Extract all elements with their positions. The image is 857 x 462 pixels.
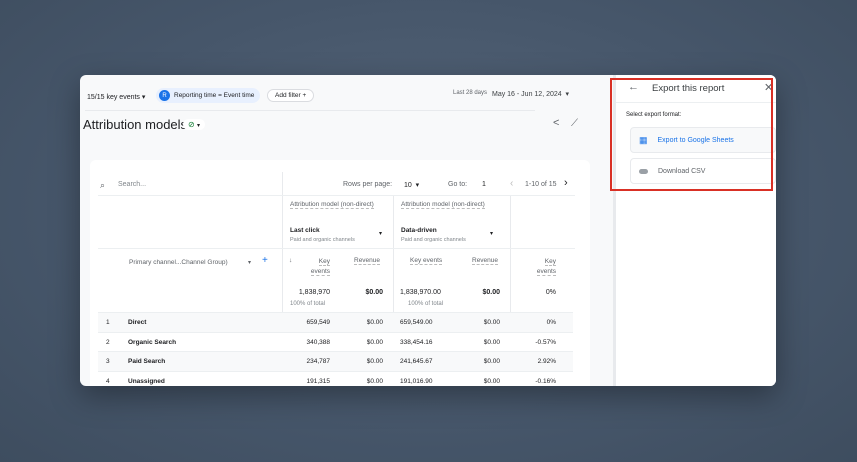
csv-icon bbox=[639, 168, 648, 174]
cell-n: 1 bbox=[106, 319, 110, 326]
data-table: ⌕ Search... Rows per page: 10 ▾ Go to: 1… bbox=[90, 160, 590, 386]
cell-n: 4 bbox=[106, 377, 110, 385]
col-key-events-1[interactable]: Key events bbox=[310, 258, 330, 276]
cell-k1: 659,549 bbox=[306, 319, 331, 326]
dimension-selector[interactable]: Primary channel...Channel Group) bbox=[129, 259, 228, 266]
status-dropdown[interactable]: ⊘ ▾ bbox=[183, 119, 205, 130]
group2-model-dropdown[interactable]: ▾ bbox=[490, 231, 494, 237]
export-google-sheets-button[interactable]: ▦ Export to Google Sheets bbox=[630, 127, 776, 153]
search-input[interactable]: Search... bbox=[118, 181, 147, 188]
total-pct-1: 100% of total bbox=[290, 301, 326, 307]
cell-r1: $0.00 bbox=[366, 377, 383, 385]
cell-k1: 340,388 bbox=[306, 338, 331, 346]
csv-label: Download CSV bbox=[658, 167, 706, 175]
reporting-badge: R bbox=[159, 90, 170, 101]
export-panel: ← Export this report ✕ Select export for… bbox=[613, 75, 776, 386]
sheets-icon: ▦ bbox=[639, 134, 648, 145]
total-k2: 1,838,970.00 bbox=[400, 289, 441, 296]
page-range: 1-10 of 15 bbox=[525, 181, 557, 188]
cell-k2: 241,645.67 bbox=[400, 358, 433, 365]
prev-page-icon[interactable]: ‹ bbox=[510, 178, 514, 189]
group1-model-dropdown[interactable]: ▾ bbox=[379, 231, 383, 237]
cell-name: Unassigned bbox=[128, 377, 165, 385]
date-label: Last 28 days bbox=[453, 90, 488, 96]
total-r1: $0.00 bbox=[365, 289, 383, 296]
total-pct: 0% bbox=[545, 289, 556, 296]
table-row[interactable]: 2 Organic Search 340,388 $0.00 338,454.16 $0.… bbox=[98, 331, 573, 351]
group1-title: Attribution model (non-direct) bbox=[290, 201, 374, 209]
group1-model: Last click bbox=[290, 227, 320, 234]
next-page-icon[interactable]: › bbox=[564, 177, 568, 189]
rows-per-page-label: Rows per page: bbox=[343, 181, 393, 188]
close-icon[interactable]: ✕ bbox=[764, 82, 774, 94]
table-row[interactable]: 4 Unassigned 191,315 $0.00 191,016.90 $0.00 -0… bbox=[98, 370, 573, 386]
cell-pct: 2.92% bbox=[537, 358, 556, 365]
cell-name: Organic Search bbox=[128, 338, 177, 346]
back-arrow-icon[interactable]: ← bbox=[628, 81, 639, 93]
cell-k1: 234,787 bbox=[306, 358, 331, 365]
group2-title: Attribution model (non-direct) bbox=[401, 201, 485, 209]
key-events-label: 15/15 key events bbox=[87, 94, 140, 101]
cell-n: 2 bbox=[106, 338, 110, 346]
total-k1: 1,838,970 bbox=[298, 289, 330, 296]
cell-pct: 0% bbox=[546, 319, 556, 326]
cell-r2: $0.00 bbox=[483, 377, 500, 385]
total-pct-2: 100% of total bbox=[408, 301, 444, 307]
dimension-dropdown-icon[interactable]: ▾ bbox=[248, 260, 252, 266]
col-key-events-2[interactable]: Key events bbox=[410, 257, 443, 265]
cell-name: Paid Search bbox=[128, 358, 166, 365]
group2-sub: Paid and organic channels bbox=[401, 237, 466, 243]
export-subtitle: Select export format: bbox=[626, 112, 682, 118]
key-events-selector[interactable]: 15/15 key events ▾ bbox=[87, 94, 146, 101]
cell-r1: $0.00 bbox=[366, 319, 383, 326]
date-range-picker[interactable]: May 16 - Jun 12, 2024 ▾ bbox=[492, 91, 570, 98]
table-row[interactable]: 1 Direct 659,549 $0.00 659,549.00 $0.00 0% bbox=[98, 312, 573, 332]
plus-icon: + bbox=[302, 92, 307, 99]
cell-k2: 659,549.00 bbox=[400, 319, 433, 326]
date-range: May 16 - Jun 12, 2024 bbox=[492, 91, 562, 98]
rows-per-page-select[interactable]: 10 ▾ bbox=[404, 182, 420, 189]
cell-k2: 191,016.90 bbox=[400, 377, 433, 385]
cell-r2: $0.00 bbox=[483, 358, 500, 365]
cell-pct: -0.16% bbox=[535, 377, 556, 385]
insights-icon[interactable]: ⟋ bbox=[571, 118, 578, 129]
group1-sub: Paid and organic channels bbox=[290, 237, 355, 243]
add-filter-label: Add filter bbox=[275, 92, 301, 99]
col-key-events-3[interactable]: Key events bbox=[536, 258, 556, 276]
goto-label: Go to: bbox=[448, 181, 468, 188]
add-dimension-icon[interactable]: + bbox=[262, 255, 268, 266]
app-window: 15/15 key events ▾ R Reporting time = Ev… bbox=[80, 75, 776, 386]
download-csv-button[interactable]: Download CSV bbox=[630, 158, 776, 184]
col-revenue-1[interactable]: Revenue bbox=[354, 257, 381, 265]
goto-input[interactable]: 1 bbox=[482, 181, 486, 188]
export-title: Export this report bbox=[652, 83, 725, 94]
col-revenue-2[interactable]: Revenue bbox=[472, 257, 499, 265]
sort-down-icon[interactable]: ↓ bbox=[289, 257, 293, 264]
cell-r1: $0.00 bbox=[366, 338, 383, 346]
search-icon: ⌕ bbox=[100, 180, 106, 190]
total-r2: $0.00 bbox=[482, 289, 500, 296]
cell-r2: $0.00 bbox=[483, 338, 500, 346]
cell-name: Direct bbox=[128, 319, 147, 326]
highlight-box bbox=[610, 78, 773, 191]
table-row[interactable]: 3 Paid Search 234,787 $0.00 241,645.67 $0.00 2… bbox=[98, 351, 573, 371]
check-circle-icon: ⊘ bbox=[188, 120, 195, 129]
cell-r1: $0.00 bbox=[366, 358, 383, 365]
add-filter-button[interactable]: Add filter + bbox=[267, 89, 315, 102]
page-title: Attribution models bbox=[83, 117, 188, 132]
group2-model: Data-driven bbox=[401, 227, 437, 234]
reporting-time-chip[interactable]: R Reporting time = Event time bbox=[156, 88, 261, 103]
reporting-label: Reporting time = Event time bbox=[174, 92, 255, 99]
cell-r2: $0.00 bbox=[483, 319, 500, 326]
cell-n: 3 bbox=[106, 358, 110, 365]
cell-pct: -0.57% bbox=[535, 338, 556, 346]
sheets-label: Export to Google Sheets bbox=[657, 136, 734, 144]
cell-k2: 338,454.16 bbox=[400, 338, 433, 346]
rows-per-page-value: 10 bbox=[404, 182, 412, 189]
share-icon[interactable]: < bbox=[553, 117, 560, 129]
cell-k1: 191,315 bbox=[306, 377, 331, 385]
